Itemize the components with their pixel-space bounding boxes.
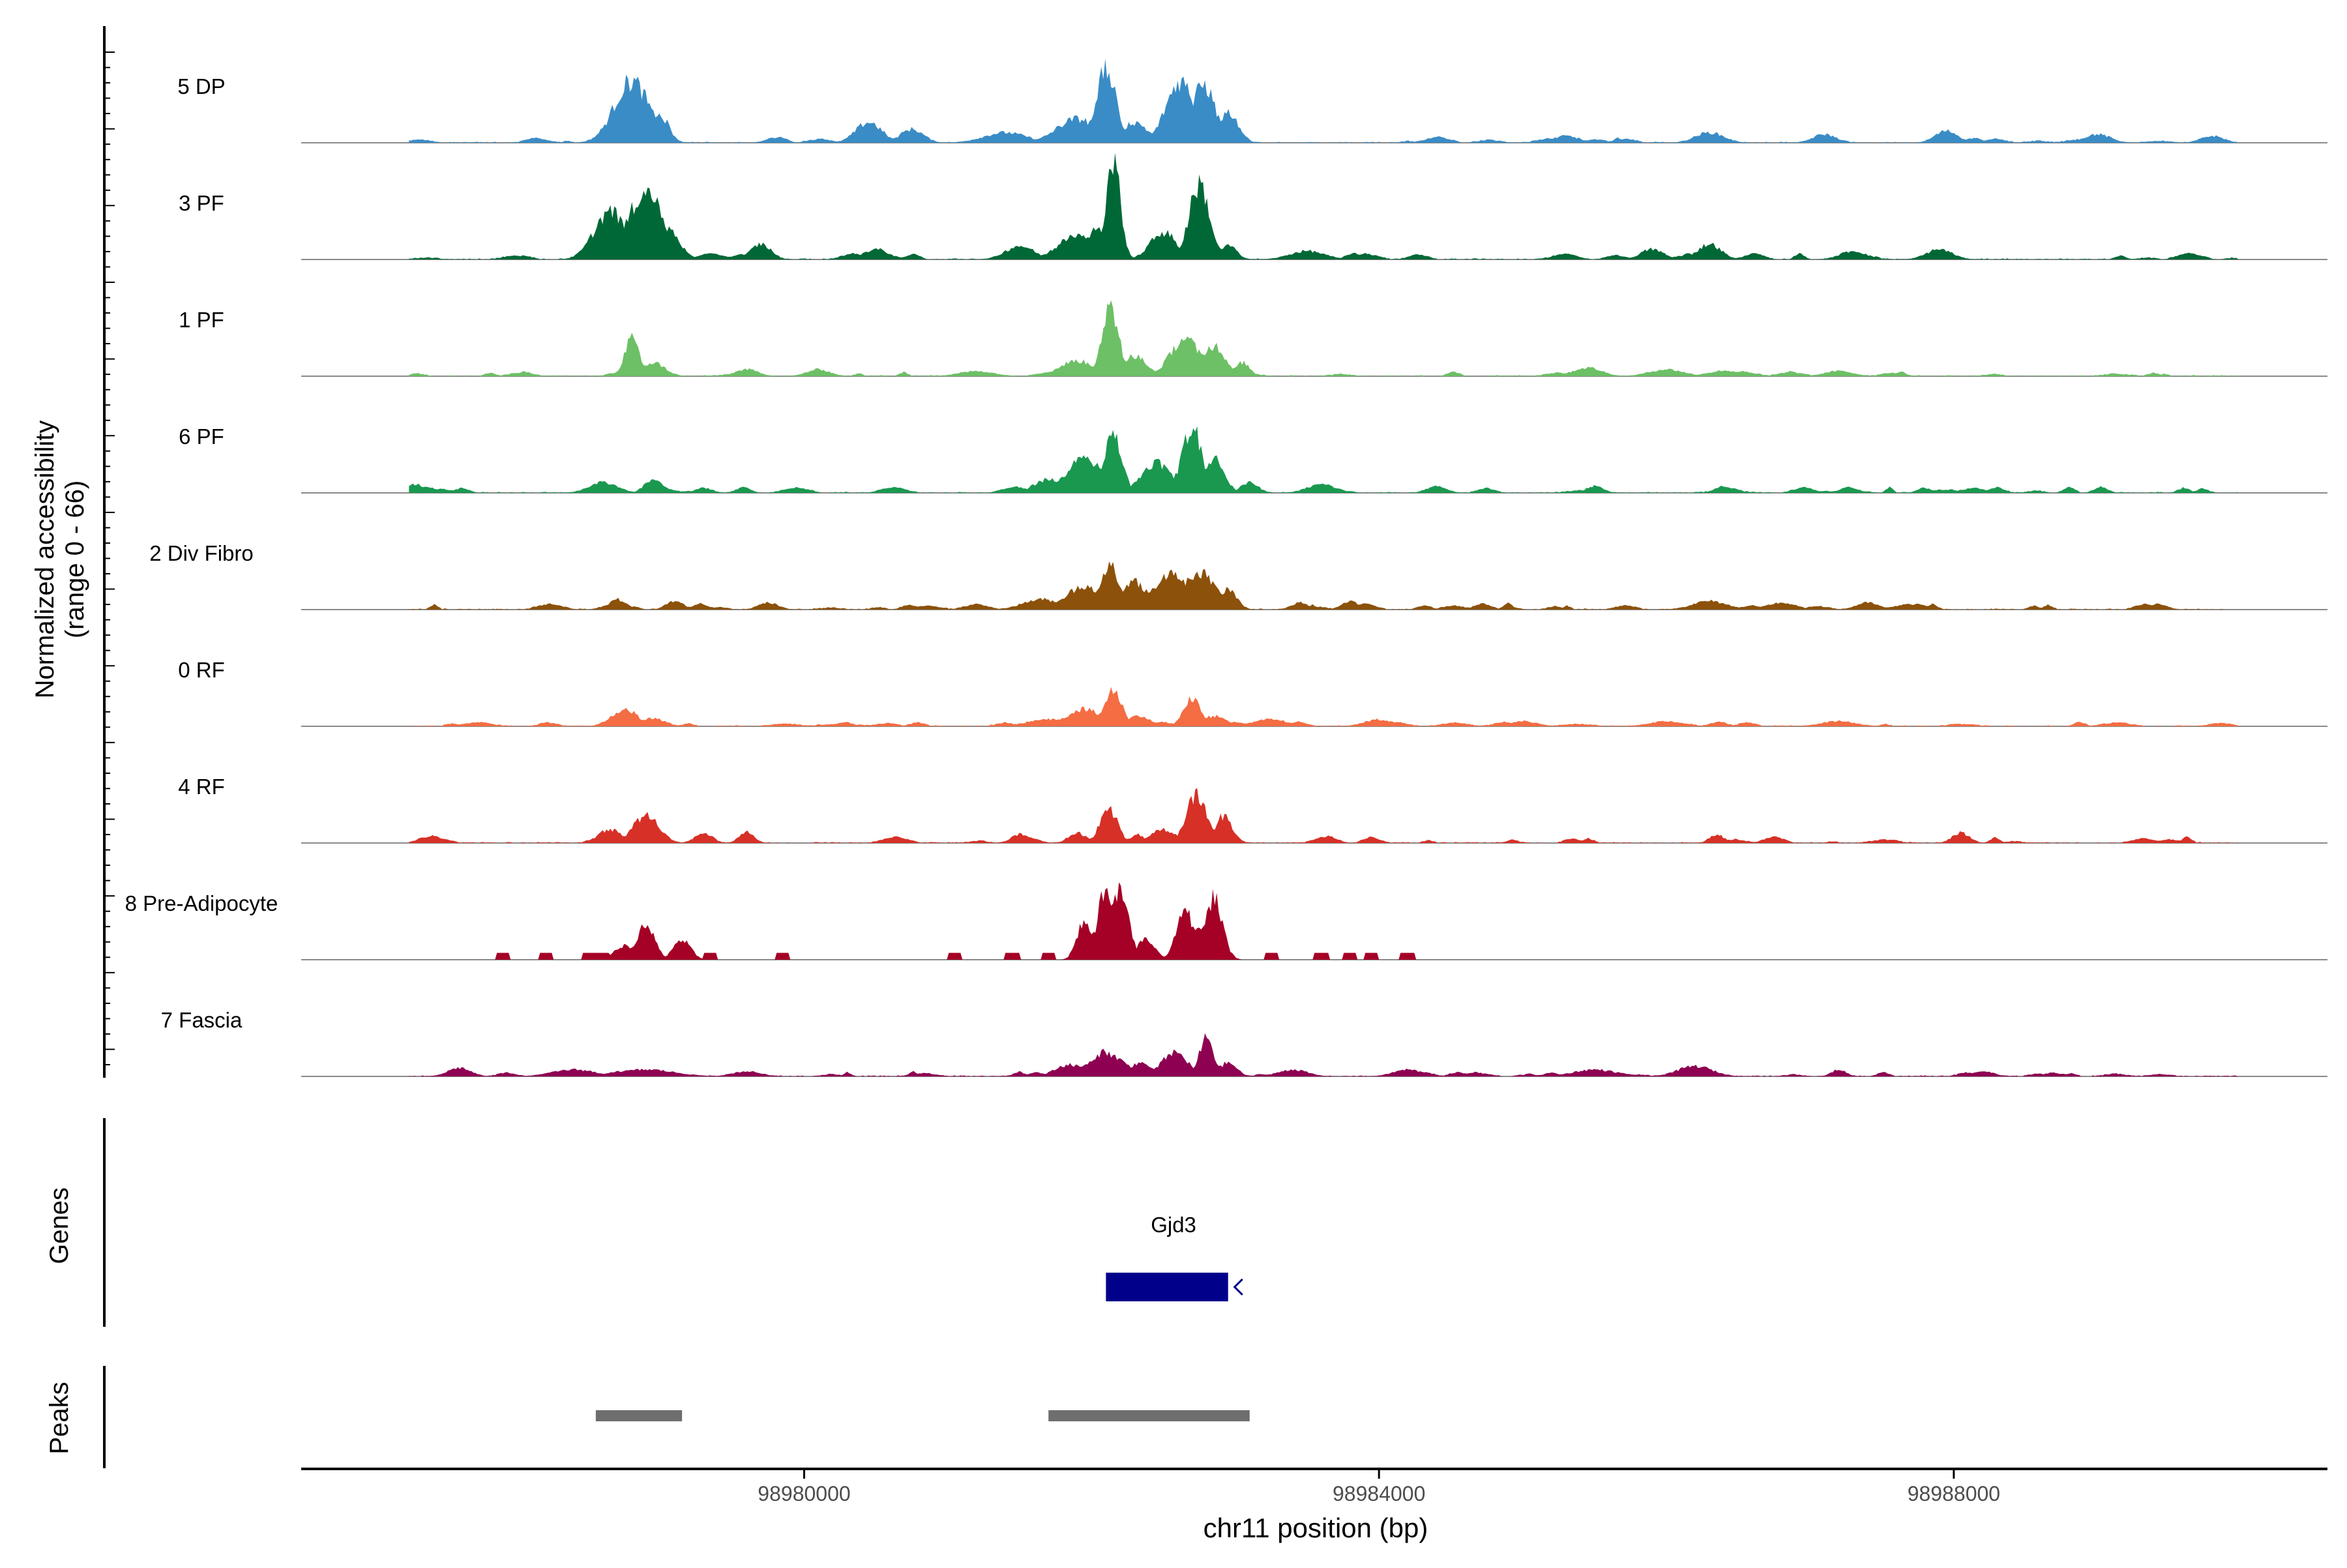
coverage-area [409,788,2238,843]
track-label: 1 PF [179,308,224,332]
track-0-rf: 0 RF [178,658,2327,727]
coverage-area [409,882,2238,960]
track-2-div-fibro: 2 Div Fibro [149,541,2327,610]
coverage-area [409,687,2238,726]
gene-track: Gjd3 [103,1118,1243,1327]
y-axis-ticks [103,26,115,1078]
track-8-pre-adipocyte: 8 Pre-Adipocyte [125,882,2327,960]
coverage-area [409,426,2238,493]
track-4-rf: 4 RF [178,775,2327,844]
coverage-area [409,300,2238,376]
gene-name-label: Gjd3 [1151,1213,1196,1237]
peaks-track-label: Peaks [45,1382,74,1454]
track-5-dp: 5 DP [177,59,2327,143]
coverage-tracks: 5 DP 3 PF 1 PF 6 PF 2 Div Fibro 0 RF 4 RF 8 Pre… [125,59,2327,1077]
track-6-pf: 6 PF [179,424,2327,494]
x-axis: 98980000 98984000 98988000 [301,1468,2327,1505]
gene-body [1106,1273,1228,1301]
gene-strand-arrow [1233,1278,1243,1296]
x-tick-label: 98988000 [1908,1482,2000,1505]
track-label: 6 PF [179,424,224,449]
x-tick-label: 98984000 [1333,1482,1425,1505]
x-axis-title: chr11 position (bp) [1203,1513,1428,1543]
track-1-pf: 1 PF [179,300,2327,377]
x-tick-label: 98980000 [758,1482,850,1505]
y-axis-title-line2: (range 0 - 66) [61,481,89,638]
track-3-pf: 3 PF [179,153,2327,260]
genes-track-label: Genes [45,1187,74,1264]
track-label: 7 Fascia [161,1008,243,1032]
peak-track [103,1366,1250,1468]
track-label: 3 PF [179,191,224,215]
coverage-area [409,59,2238,143]
track-7-fascia: 7 Fascia [161,1008,2327,1077]
track-label: 8 Pre-Adipocyte [125,891,278,915]
y-axis-title-line1: Normalized accessibility [31,421,59,699]
track-label: 2 Div Fibro [149,541,254,565]
peak-region [595,1410,683,1421]
coverage-area [409,153,2238,259]
track-label: 0 RF [178,658,225,682]
track-label: 5 DP [177,74,225,98]
track-label: 4 RF [178,775,225,799]
coverage-area [409,561,2238,610]
peak-region [1048,1410,1250,1421]
coverage-area [409,1033,2238,1076]
